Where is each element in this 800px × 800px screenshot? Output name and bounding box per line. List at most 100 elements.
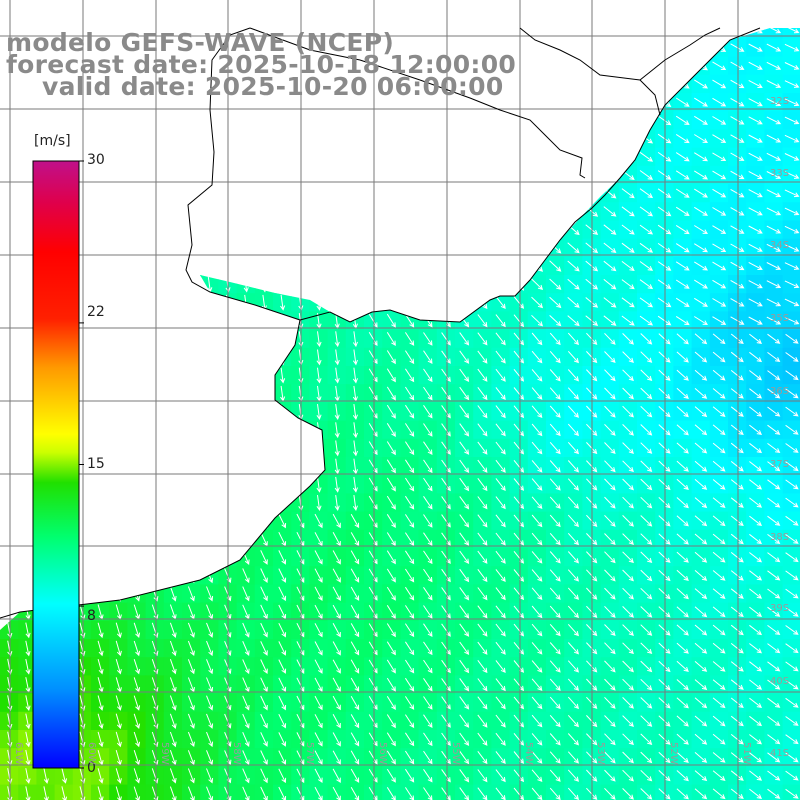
wind-arrow: [676, 406, 689, 418]
wind-arrow: [495, 769, 506, 783]
wind-arrow: [640, 7, 652, 16]
wind-speed-cell: [163, 184, 183, 203]
wind-speed-cell: [327, 202, 347, 221]
wind-arrow: [766, 225, 782, 234]
wind-arrow: [549, 478, 561, 491]
wind-speed-cell: [182, 548, 201, 567]
wind-speed-cell: [546, 184, 565, 203]
wind-arrow: [567, 751, 579, 764]
wind-arrow: [243, 167, 249, 184]
wind-speed-cell: [546, 202, 565, 221]
wind-speed-cell: [0, 256, 19, 276]
wind-arrow: [639, 297, 654, 308]
wind-arrow: [152, 422, 158, 439]
wind-arrow: [368, 295, 378, 310]
wind-arrow: [386, 386, 396, 401]
wind-speed-cell: [600, 784, 620, 800]
wind-arrow: [316, 203, 322, 220]
wind-arrow: [207, 440, 213, 457]
wind-arrow: [676, 478, 689, 490]
wind-arrow: [26, 4, 30, 19]
wind-arrow: [730, 442, 744, 454]
wind-arrow: [189, 203, 195, 220]
wind-arrow: [404, 404, 415, 419]
wind-arrow: [531, 169, 544, 181]
wind-speed-cell: [91, 384, 110, 403]
wind-speed-cell: [163, 438, 183, 458]
wind-speed-cell: [182, 202, 201, 221]
wind-speed-cell: [127, 147, 147, 167]
wind-arrow: [604, 369, 616, 382]
wind-speed-cell: [400, 275, 420, 294]
wind-arrow: [712, 715, 726, 727]
wind-arrow: [404, 696, 415, 710]
wind-speed-cell: [345, 275, 365, 294]
wind-arrow: [694, 225, 708, 235]
wind-arrow: [25, 112, 31, 129]
wind-arrow: [477, 405, 488, 419]
wind-arrow: [206, 750, 214, 766]
wind-arrow: [676, 606, 689, 618]
wind-speed-cell: [436, 111, 456, 130]
wind-arrow: [766, 189, 782, 198]
lon-label-52w: 52W: [668, 742, 679, 765]
wind-arrow: [477, 277, 488, 291]
wind-speed-cell: [600, 147, 620, 167]
wind-arrow: [622, 606, 634, 618]
wind-arrow: [278, 586, 287, 602]
wind-arrow: [280, 240, 286, 257]
wind-arrow: [25, 768, 31, 784]
wind-speed-cell: [163, 129, 183, 149]
wind-arrow: [459, 223, 470, 237]
wind-speed-cell: [109, 493, 128, 513]
wind-arrow: [423, 550, 433, 565]
wind-speed-cell: [436, 293, 456, 312]
wind-arrow: [621, 79, 635, 90]
wind-arrow: [477, 678, 488, 692]
wind-arrow: [242, 695, 250, 711]
wind-arrow: [621, 133, 635, 144]
wind-arrow: [694, 588, 708, 600]
wind-speed-cell: [200, 493, 219, 513]
wind-arrow: [242, 786, 250, 800]
wind-speed-cell: [327, 220, 347, 240]
wind-arrow: [386, 168, 396, 183]
wind-arrow: [115, 586, 122, 602]
wind-speed-cell: [236, 347, 256, 367]
wind-arrow: [207, 131, 213, 147]
wind-arrow: [207, 458, 213, 475]
wind-arrow: [622, 533, 634, 545]
wind-speed-cell: [200, 457, 219, 476]
wind-arrow: [404, 204, 415, 219]
wind-arrow: [115, 658, 122, 675]
wind-arrow: [278, 659, 287, 674]
wind-arrow: [98, 385, 104, 402]
wind-arrow: [404, 514, 415, 528]
wind-arrow: [676, 460, 689, 472]
wind-speed-cell: [91, 493, 110, 513]
wind-arrow: [567, 678, 579, 691]
wind-arrow: [495, 28, 506, 37]
wind-arrow: [531, 569, 543, 582]
wind-arrow: [441, 714, 451, 728]
wind-arrow: [459, 386, 470, 401]
wind-arrow: [749, 333, 763, 344]
wind-arrow: [495, 114, 506, 128]
wind-arrow: [495, 168, 506, 182]
wind-arrow: [567, 514, 579, 528]
wind-arrow: [260, 677, 268, 693]
wind-arrow: [531, 205, 544, 218]
wind-arrow: [531, 387, 543, 400]
wind-arrow: [423, 496, 433, 510]
wind-arrow: [477, 168, 488, 182]
wind-arrow: [513, 368, 525, 382]
wind-arrow: [567, 696, 579, 710]
wind-arrow: [387, 5, 395, 18]
wind-arrow: [25, 294, 31, 311]
wind-speed-cell: [91, 438, 110, 458]
wind-arrow: [712, 79, 727, 89]
wind-arrow: [242, 622, 250, 638]
wind-arrow: [549, 278, 562, 290]
wind-arrow: [350, 641, 360, 656]
wind-speed-cell: [436, 147, 456, 167]
